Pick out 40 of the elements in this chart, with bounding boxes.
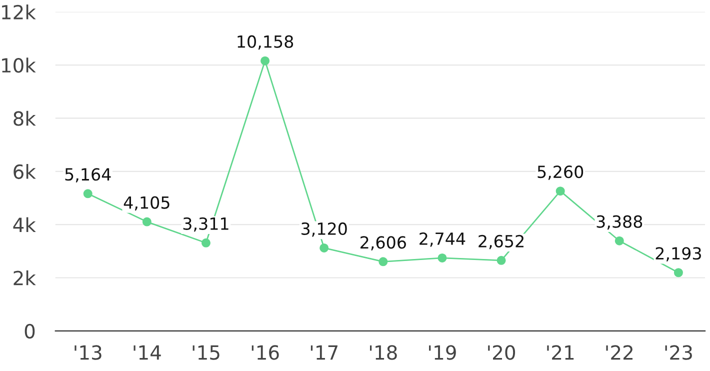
x-tick-label: '17 (310, 345, 338, 360)
point (320, 243, 329, 252)
y-tick-label: 8k (14, 110, 36, 126)
data-label: 2,193 (656, 247, 701, 262)
point (674, 268, 683, 278)
data-label: 4,105 (124, 196, 170, 211)
y-tick-label: 6k (14, 164, 36, 180)
y-tick-label: 0 (24, 324, 35, 339)
data-label: 2,652 (478, 234, 524, 250)
data-label: 10,158 (238, 35, 294, 50)
x-tick-label: '20 (488, 345, 516, 360)
point (83, 189, 92, 198)
point (142, 217, 152, 226)
point (201, 238, 210, 248)
x-tick-label: '23 (665, 345, 692, 360)
x-tick-label: '19 (429, 345, 456, 360)
x-tick-label: '13 (74, 345, 102, 360)
x-tick-label: '16 (252, 345, 279, 360)
point (378, 257, 388, 266)
point (260, 56, 270, 66)
y-tick-label: 2k (14, 270, 36, 286)
data-label: 3,120 (302, 222, 347, 237)
x-tick-label: '15 (192, 345, 220, 360)
y-tick-label: 10k (2, 58, 36, 73)
point (496, 256, 506, 265)
data-label: 3,311 (183, 217, 228, 232)
y-tick-label: 12k (2, 4, 36, 20)
x-tick-label: '18 (370, 345, 397, 360)
x-tick-label: '14 (134, 345, 161, 360)
x-tick-label: '22 (606, 345, 632, 360)
data-label: 3,388 (596, 215, 642, 230)
data-label: 2,606 (360, 236, 406, 250)
point (614, 236, 624, 246)
data-label: 2,744 (420, 232, 466, 247)
x-tick-label: '21 (547, 345, 574, 360)
data-label: 5,164 (65, 168, 111, 182)
y-tick-label: 4k (13, 217, 36, 232)
data-label: 5,260 (538, 166, 584, 180)
point (438, 253, 447, 262)
point (556, 186, 565, 196)
